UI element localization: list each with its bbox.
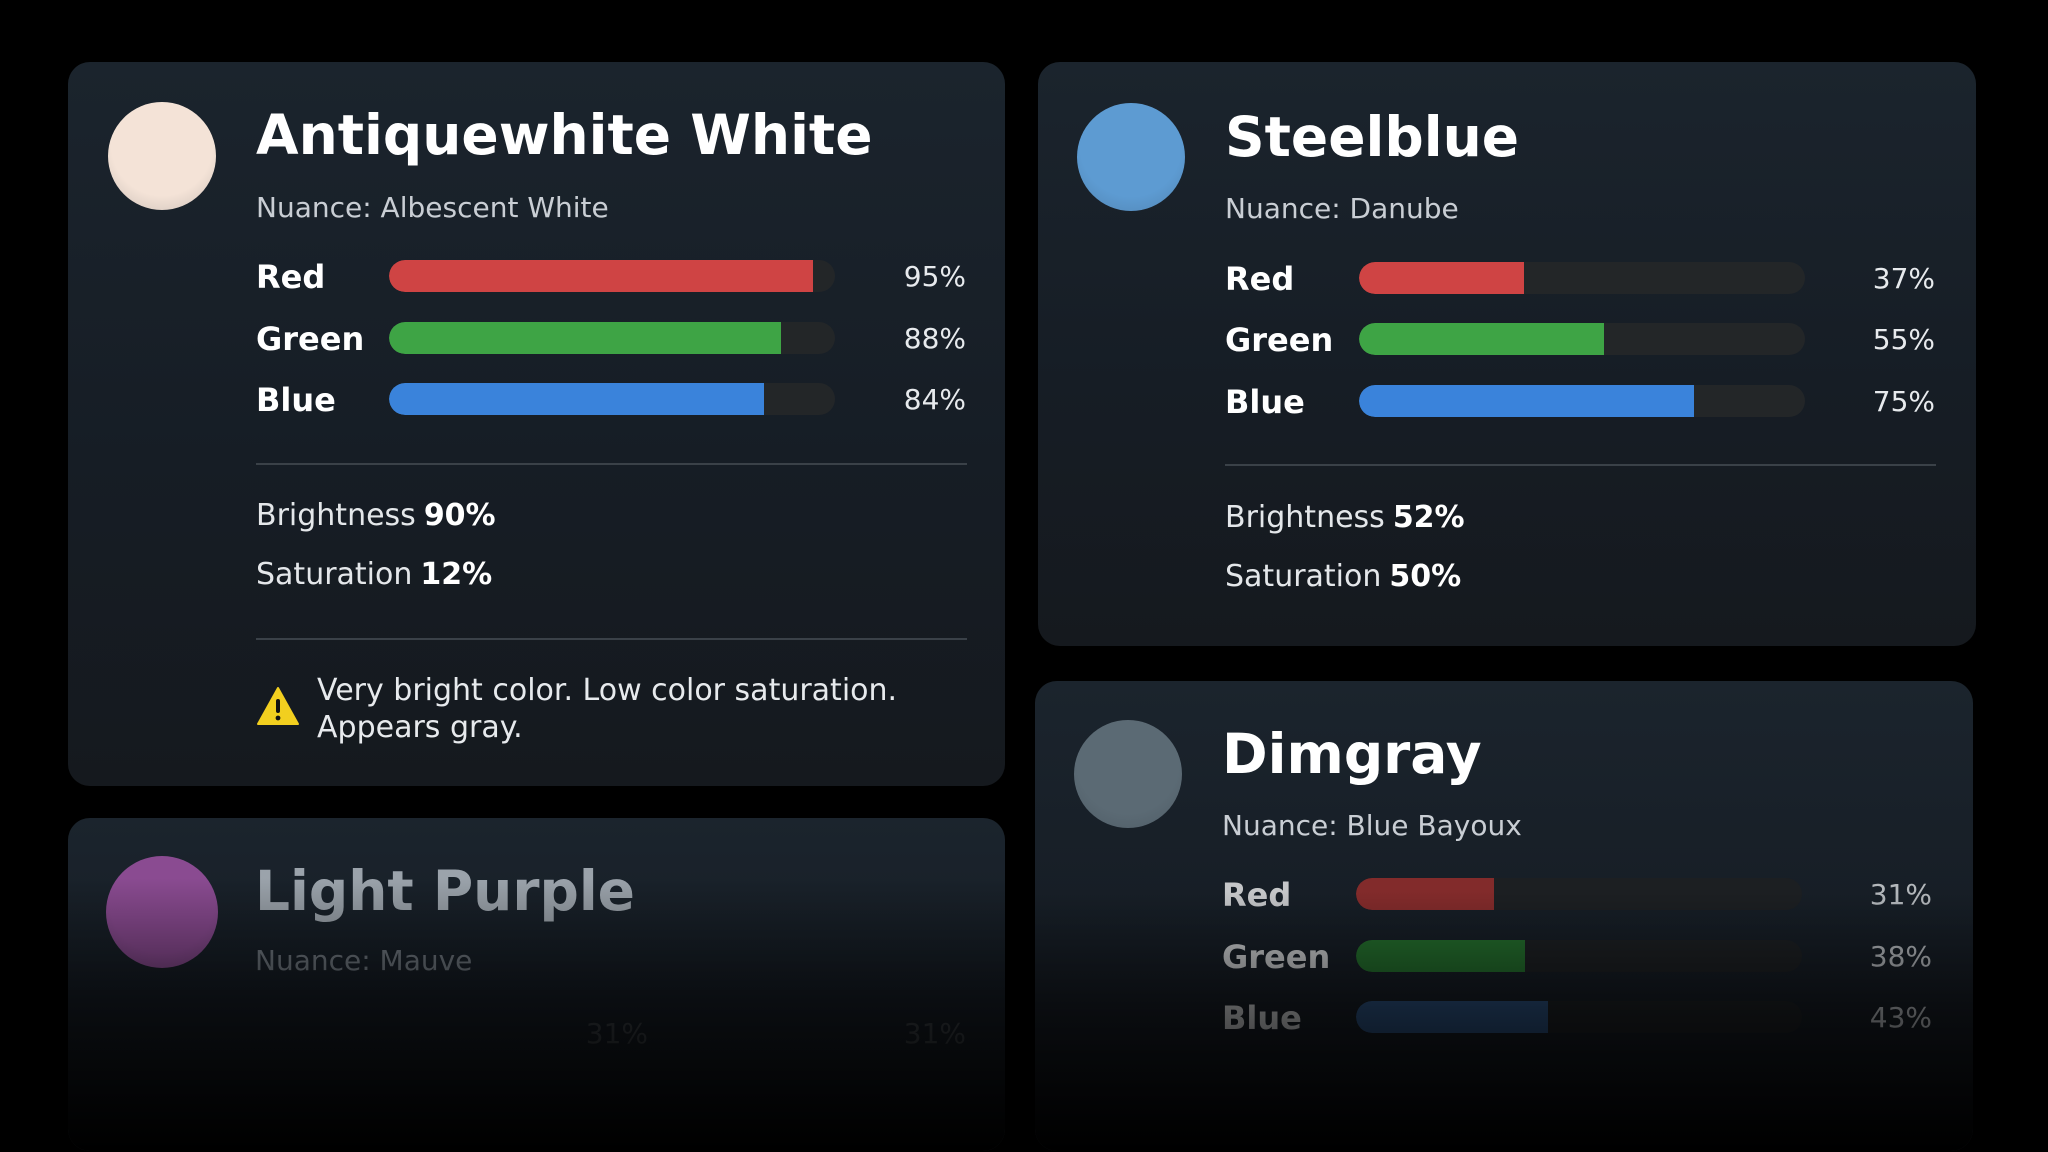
bar-fill-red (1359, 262, 1525, 294)
bar-track-blue (1356, 1001, 1802, 1033)
bar-pct-green: 88% (903, 322, 966, 355)
nuance-label: Nuance: Mauve (255, 944, 473, 977)
bar-pct-red: 37% (1872, 262, 1935, 295)
saturation-value: 12% (420, 557, 493, 592)
color-card-dimgray: Dimgray Nuance: Blue Bayoux Red 31% Gree… (1035, 681, 1973, 1151)
bar-fill-red (1356, 878, 1495, 910)
bar-pct-blue: 75% (1872, 385, 1935, 418)
bar-track-green (1356, 940, 1802, 972)
card-title: Antiquewhite White (256, 103, 873, 167)
bar-label-green: Green (1225, 321, 1334, 359)
bar-label-green: Green (256, 320, 365, 358)
bar-pct: 31% (903, 1017, 966, 1050)
bar-pct: 31% (585, 1017, 648, 1050)
bar-track-red (1356, 878, 1802, 910)
divider (256, 638, 967, 640)
bar-track-blue (389, 383, 835, 415)
bar-track-green (1359, 323, 1805, 355)
bar-track-blue (1359, 385, 1805, 417)
bar-fill-green (1359, 323, 1605, 355)
bar-pct-green: 55% (1872, 323, 1935, 356)
bar-track-red (389, 260, 835, 292)
color-swatch (1077, 103, 1185, 211)
color-swatch (1074, 720, 1182, 828)
saturation-value: 50% (1389, 559, 1462, 594)
bar-fill-blue (1356, 1001, 1548, 1033)
bar-fill-green (389, 322, 782, 354)
bar-fill-red (389, 260, 813, 292)
saturation-stat: Saturation 12% (256, 556, 492, 594)
brightness-value: 52% (1392, 500, 1465, 535)
brightness-label: Brightness (256, 498, 416, 533)
brightness-label: Brightness (1225, 500, 1385, 535)
color-card-steelblue: Steelblue Nuance: Danube Red 37% Green 5… (1038, 62, 1976, 646)
bar-pct-blue: 43% (1869, 1001, 1932, 1034)
bar-track-green (389, 322, 835, 354)
bar-label-red: Red (256, 258, 326, 296)
color-swatch (106, 856, 218, 968)
bar-fill-blue (1359, 385, 1694, 417)
warning-icon (257, 687, 299, 725)
bar-pct-blue: 84% (903, 383, 966, 416)
bar-label-red: Red (1222, 876, 1292, 914)
saturation-stat: Saturation 50% (1225, 558, 1461, 596)
bar-fill-green (1356, 940, 1526, 972)
color-swatch (108, 102, 216, 210)
brightness-stat: Brightness 90% (256, 497, 496, 535)
card-title: Steelblue (1225, 105, 1520, 169)
color-card-antiquewhite: Antiquewhite White Nuance: Albescent Whi… (68, 62, 1005, 786)
bar-label-red: Red (1225, 260, 1295, 298)
bar-track-red (1359, 262, 1805, 294)
color-card-light-purple: Light Purple Nuance: Mauve 31% 31% (68, 818, 1005, 1151)
card-title: Light Purple (255, 859, 635, 923)
bar-pct-red: 95% (903, 260, 966, 293)
divider (1225, 464, 1936, 466)
divider (256, 463, 967, 465)
bar-fill-blue (389, 383, 764, 415)
bar-label-blue: Blue (1225, 383, 1305, 421)
saturation-label: Saturation (256, 557, 413, 592)
brightness-stat: Brightness 52% (1225, 499, 1465, 537)
bar-pct-red: 31% (1869, 878, 1932, 911)
nuance-label: Nuance: Albescent White (256, 191, 609, 224)
brightness-value: 90% (423, 498, 496, 533)
nuance-label: Nuance: Danube (1225, 192, 1459, 225)
warning-text: Very bright color. Low color saturation.… (317, 673, 898, 745)
nuance-label: Nuance: Blue Bayoux (1222, 809, 1522, 842)
bar-pct-green: 38% (1869, 940, 1932, 973)
card-title: Dimgray (1222, 722, 1482, 786)
bar-label-blue: Blue (1222, 999, 1302, 1037)
bar-label-blue: Blue (256, 381, 336, 419)
saturation-label: Saturation (1225, 559, 1382, 594)
bar-label-green: Green (1222, 938, 1331, 976)
